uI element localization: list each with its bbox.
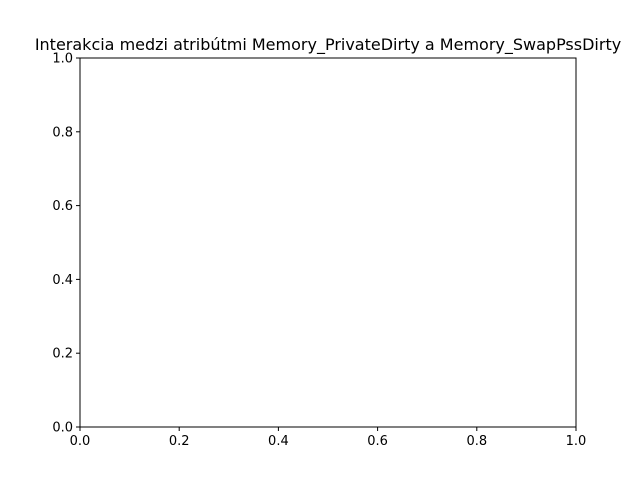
y-tick-label: 0.0 <box>52 421 73 436</box>
x-tick-label: 1.0 <box>566 434 587 449</box>
y-axis: 0.0 0.2 0.4 0.6 0.8 1.0 <box>52 52 80 436</box>
x-axis: 0.0 0.2 0.4 0.6 0.8 1.0 <box>70 427 587 449</box>
x-tick-label: 0.4 <box>268 434 289 449</box>
x-tick-label: 0.8 <box>466 434 487 449</box>
chart-title: Interakcia medzi atribútmi Memory_Privat… <box>35 35 621 55</box>
axes-frame <box>79 57 577 428</box>
x-tick-label: 0.6 <box>367 434 388 449</box>
y-tick-label: 0.2 <box>52 347 73 362</box>
y-tick-label: 0.8 <box>52 125 73 140</box>
x-tick-label: 0.2 <box>169 434 190 449</box>
y-tick-label: 0.4 <box>52 273 73 288</box>
x-tick-label: 0.0 <box>70 434 91 449</box>
y-tick-label: 1.0 <box>52 52 73 67</box>
y-tick-label: 0.6 <box>52 199 73 214</box>
